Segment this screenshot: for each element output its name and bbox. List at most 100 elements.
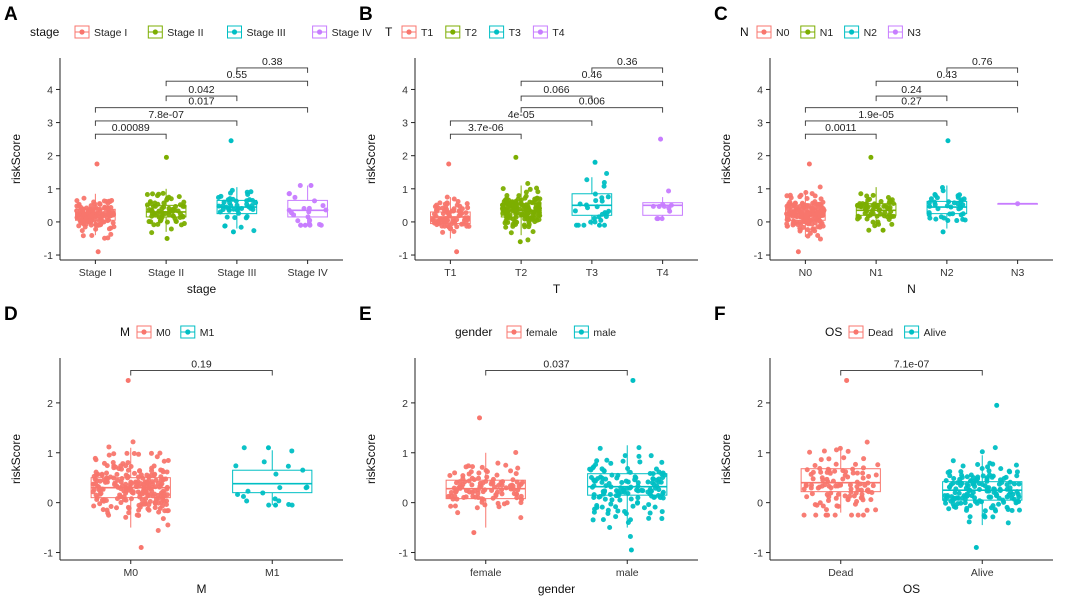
comparison-bracket: 4e-05	[449, 109, 593, 126]
data-point	[812, 212, 818, 218]
data-point	[91, 473, 97, 479]
data-point	[459, 210, 465, 216]
data-point	[837, 445, 843, 451]
jitter-points	[144, 154, 187, 241]
data-point	[944, 493, 950, 499]
legend-entry: Stage IV	[332, 27, 372, 39]
data-point	[864, 507, 870, 513]
data-point	[500, 210, 506, 216]
data-point	[165, 522, 171, 528]
data-point	[534, 185, 540, 191]
data-point	[503, 462, 509, 468]
data-point	[866, 227, 872, 233]
data-point	[860, 465, 866, 471]
legend: N N0 N1 N2 N3	[740, 25, 921, 39]
data-point	[457, 479, 463, 485]
data-point	[881, 203, 887, 209]
y-tick-label: -1	[399, 250, 408, 262]
y-tick-label: -1	[44, 250, 53, 262]
x-tick-label: T2	[515, 267, 527, 279]
data-point	[599, 504, 605, 510]
data-point	[817, 466, 823, 472]
data-point	[499, 487, 505, 493]
p-value-label: 0.55	[227, 69, 248, 81]
data-point	[245, 488, 251, 494]
data-point	[1007, 479, 1013, 485]
data-point	[525, 237, 531, 243]
jitter-points	[74, 161, 117, 255]
comparison-bracket: 0.36	[591, 56, 664, 73]
data-point	[123, 514, 129, 520]
data-point	[126, 510, 132, 516]
bracket-line	[804, 107, 1019, 113]
data-point	[996, 501, 1002, 507]
bracket-line	[94, 120, 238, 126]
data-point	[784, 223, 790, 229]
data-point	[962, 496, 968, 502]
data-point	[508, 468, 514, 474]
data-point	[636, 445, 642, 451]
data-point	[97, 501, 103, 507]
data-point	[804, 467, 810, 473]
data-point	[939, 185, 945, 191]
data-point	[984, 476, 990, 482]
data-point	[114, 471, 120, 477]
data-point	[500, 186, 506, 192]
data-point	[166, 205, 172, 211]
data-point	[594, 458, 600, 464]
data-point	[477, 480, 483, 486]
data-point	[240, 493, 246, 499]
box-iqr	[145, 204, 187, 218]
legend-title: M	[120, 325, 130, 339]
data-point	[1004, 504, 1010, 510]
data-point	[951, 475, 957, 481]
data-point	[874, 213, 880, 219]
comparison-bracket: 0.55	[165, 69, 309, 87]
data-point	[601, 183, 607, 189]
data-point	[149, 479, 155, 485]
y-tick-label: 4	[757, 84, 763, 96]
data-point	[107, 199, 113, 205]
data-point	[826, 456, 832, 462]
y-axis-title: riskScore	[364, 434, 378, 484]
data-point	[297, 182, 303, 188]
data-point	[499, 491, 505, 497]
legend-key-dot	[892, 29, 899, 35]
data-point	[652, 504, 658, 510]
data-point	[573, 222, 579, 228]
data-point	[979, 449, 985, 455]
data-point	[873, 507, 879, 513]
legend-key-dot	[853, 329, 859, 335]
data-point	[161, 200, 167, 206]
data-point	[960, 216, 966, 222]
data-point	[858, 191, 864, 197]
data-point-max	[163, 154, 169, 160]
legend-entry: M0	[156, 327, 171, 339]
data-point	[645, 479, 651, 485]
data-point	[108, 231, 114, 237]
panel-f: F OS Dead Alive -1 0 1 2 riskScore OS Dead Alive 7.1…	[714, 304, 1053, 596]
data-point	[233, 463, 239, 469]
data-point	[960, 463, 966, 469]
box-stage-i	[74, 161, 117, 255]
data-point	[104, 507, 110, 513]
data-point	[1014, 499, 1020, 505]
data-point	[530, 229, 536, 235]
comparison-bracket: 0.017	[94, 96, 309, 113]
data-point	[989, 474, 995, 480]
data-point	[97, 201, 103, 207]
data-point	[106, 512, 112, 518]
jitter-points	[1015, 201, 1021, 207]
box-dead	[800, 377, 881, 518]
data-point	[291, 212, 297, 218]
data-point	[149, 468, 155, 474]
data-point	[123, 463, 129, 469]
legend-title: T	[385, 25, 393, 39]
data-point	[134, 512, 140, 518]
data-point	[660, 489, 666, 495]
box-stage-ii	[144, 154, 187, 241]
data-point	[860, 475, 866, 481]
jitter-points	[801, 377, 881, 518]
data-point	[815, 209, 821, 215]
